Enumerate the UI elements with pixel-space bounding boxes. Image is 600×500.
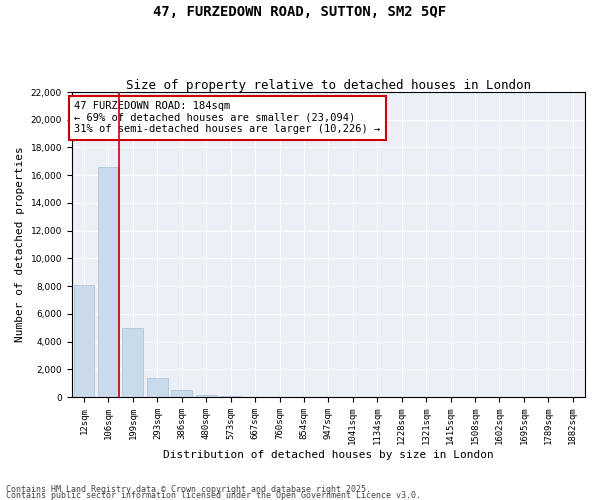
Text: Contains HM Land Registry data © Crown copyright and database right 2025.: Contains HM Land Registry data © Crown c…: [6, 485, 371, 494]
Text: 47 FURZEDOWN ROAD: 184sqm
← 69% of detached houses are smaller (23,094)
31% of s: 47 FURZEDOWN ROAD: 184sqm ← 69% of detac…: [74, 101, 380, 134]
Bar: [196, 395, 217, 397]
Bar: [172, 390, 192, 397]
Bar: [98, 167, 119, 397]
Text: 47, FURZEDOWN ROAD, SUTTON, SM2 5QF: 47, FURZEDOWN ROAD, SUTTON, SM2 5QF: [154, 5, 446, 19]
X-axis label: Distribution of detached houses by size in London: Distribution of detached houses by size …: [163, 450, 494, 460]
Bar: [74, 285, 94, 397]
Title: Size of property relative to detached houses in London: Size of property relative to detached ho…: [126, 79, 531, 92]
Text: Contains public sector information licensed under the Open Government Licence v3: Contains public sector information licen…: [6, 490, 421, 500]
Y-axis label: Number of detached properties: Number of detached properties: [15, 146, 25, 342]
Bar: [147, 378, 168, 397]
Bar: [122, 328, 143, 397]
Bar: [220, 396, 241, 397]
